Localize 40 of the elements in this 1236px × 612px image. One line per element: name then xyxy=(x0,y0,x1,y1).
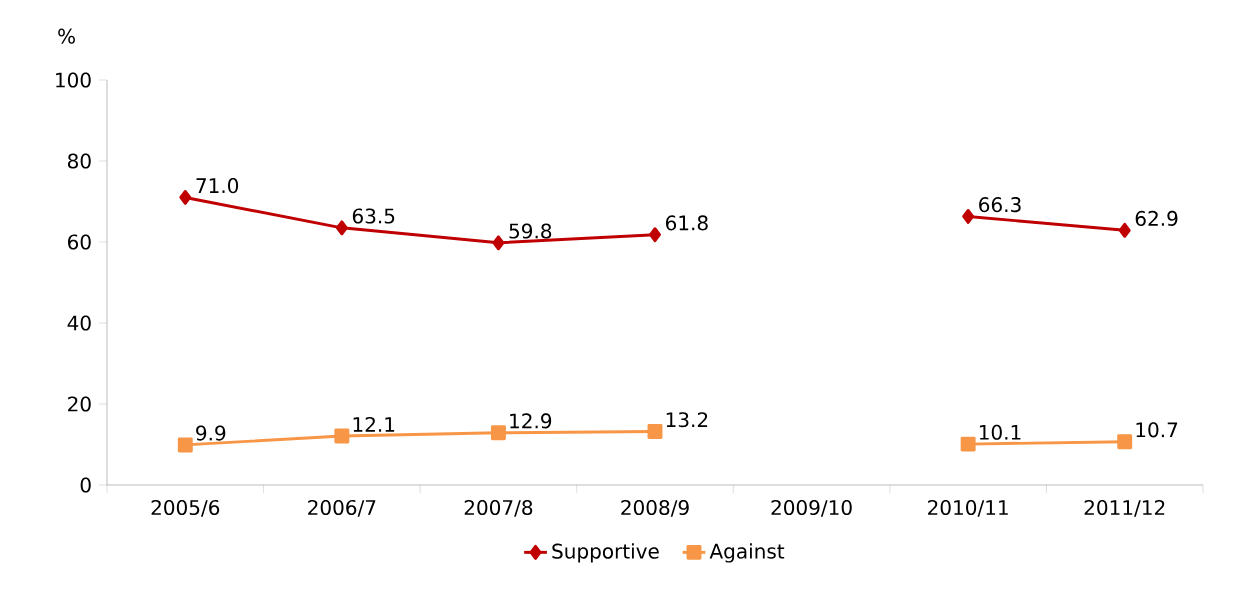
y-tick-label: 100 xyxy=(56,72,91,88)
data-label: 10.1 xyxy=(979,424,1021,440)
y-tick-label: 40 xyxy=(67,315,91,331)
point xyxy=(962,209,975,224)
x-tick-label: 2005/6 xyxy=(151,499,220,517)
y-tick-label: 20 xyxy=(68,396,91,412)
point xyxy=(177,437,193,453)
point xyxy=(1118,222,1131,238)
data-label: 63.5 xyxy=(352,208,395,224)
y-tick-label: 0 xyxy=(80,477,91,493)
data-label: 10.7 xyxy=(1136,422,1178,438)
data-label: 13.2 xyxy=(666,412,708,428)
point xyxy=(1117,434,1133,450)
point xyxy=(179,189,192,205)
point xyxy=(649,227,661,243)
x-tick-label: 2010/11 xyxy=(928,499,1008,517)
legend-label: Supportive xyxy=(552,543,659,563)
data-label: 59.8 xyxy=(509,223,552,239)
data-label: 12.9 xyxy=(510,413,552,429)
y-axis-title: % xyxy=(58,28,75,44)
point xyxy=(490,425,506,441)
y-tick-label: 60 xyxy=(68,234,91,250)
legend-label: Against xyxy=(709,543,785,563)
y-tick-label: 80 xyxy=(67,153,91,169)
data-label: 66.3 xyxy=(979,197,1021,213)
point xyxy=(960,436,976,452)
data-label: 12.1 xyxy=(353,416,395,432)
data-label: 61.8 xyxy=(666,215,708,231)
point xyxy=(334,428,350,444)
point xyxy=(647,424,663,440)
data-label: 9.9 xyxy=(196,425,226,441)
data-label: 62.9 xyxy=(1135,210,1178,226)
data-label: 71.0 xyxy=(196,178,239,194)
x-tick-label: 2011/12 xyxy=(1084,499,1165,517)
x-tick-label: 2008/9 xyxy=(621,499,689,517)
x-tick-label: 2007/8 xyxy=(464,499,533,517)
point xyxy=(492,235,505,251)
point xyxy=(335,220,348,236)
x-tick-label: 2009/10 xyxy=(771,499,852,517)
x-tick-label: 2006/7 xyxy=(308,499,376,517)
